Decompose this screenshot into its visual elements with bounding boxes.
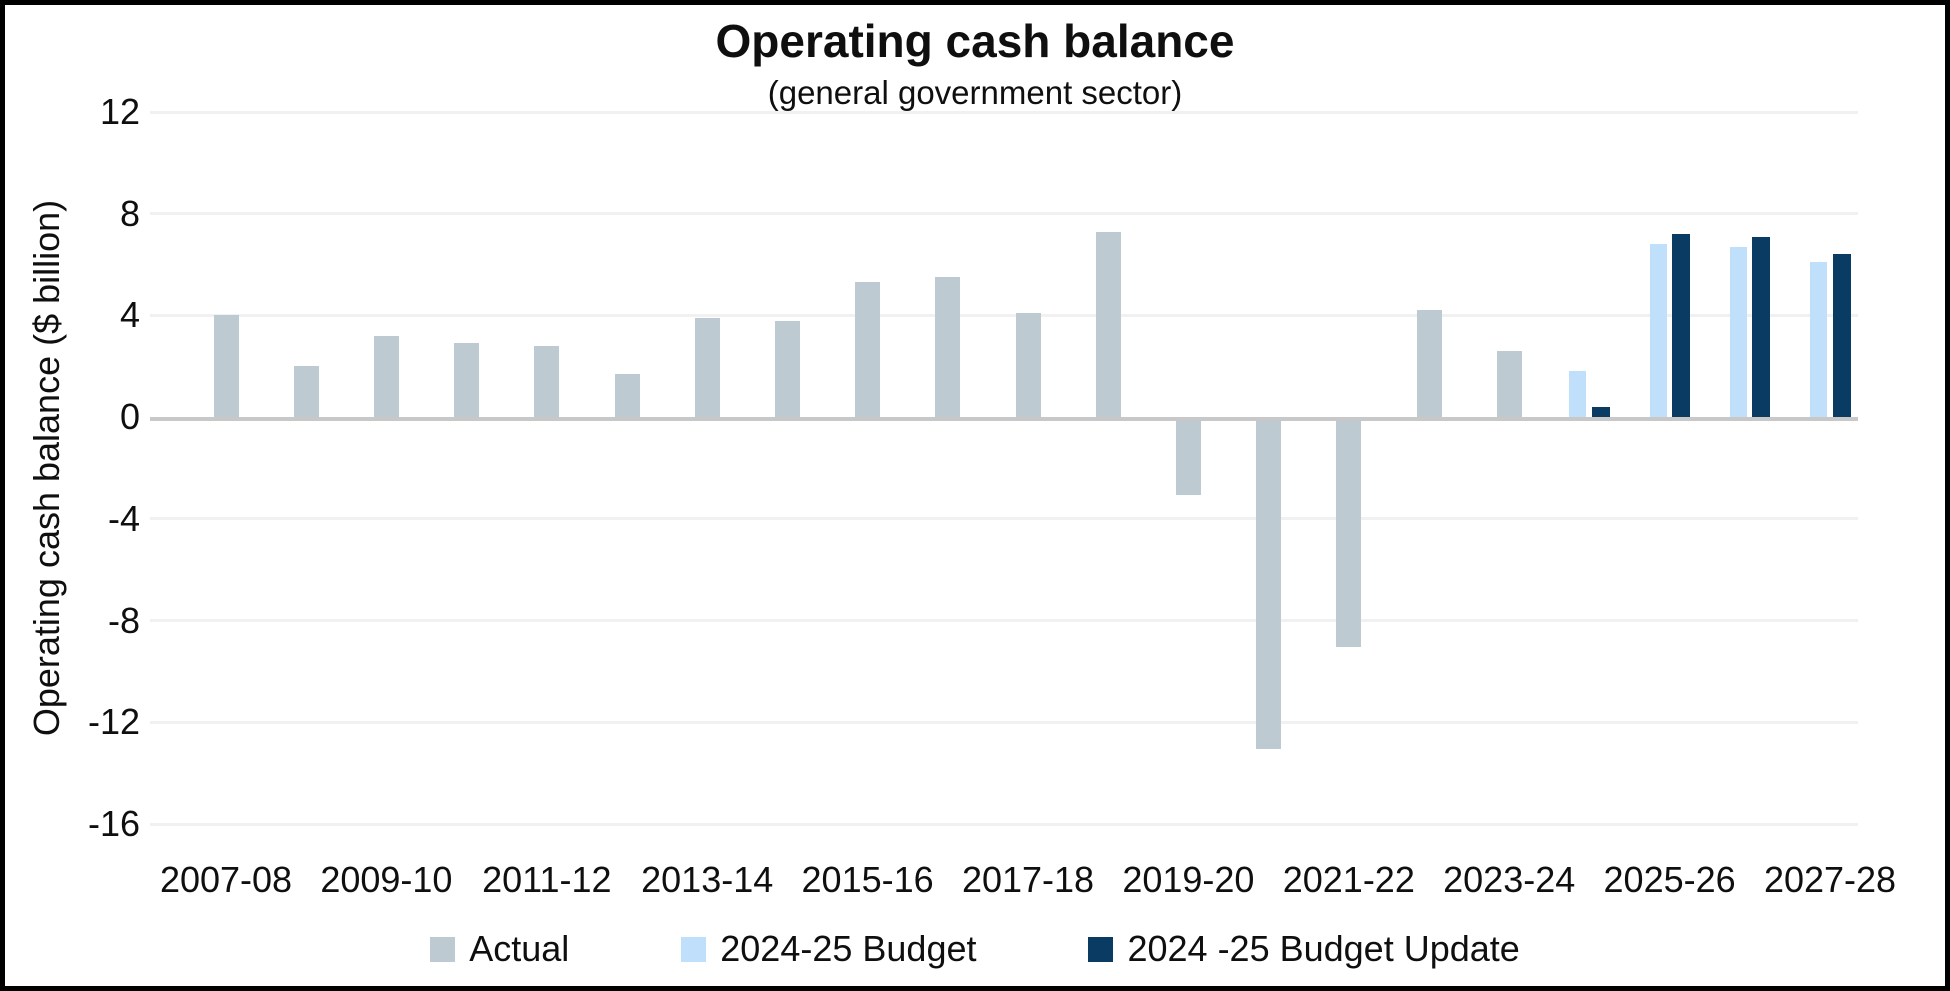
bar-2027-28-2024-25-budget (1810, 262, 1827, 418)
bar-2021-22-actual (1336, 421, 1362, 648)
bar-2011-12-actual (534, 345, 560, 418)
x-tick-label-2009-10: 2009-10 (320, 859, 453, 900)
bar-2016-17-actual (935, 277, 961, 418)
bar-2014-15-actual (774, 320, 800, 418)
bar-2022-23-actual (1416, 310, 1442, 418)
bar-2018-19-actual (1095, 231, 1121, 418)
y-tick-label--4: -4 (107, 497, 140, 539)
gridline--12 (150, 720, 1858, 724)
bar-2009-10-actual (373, 335, 399, 418)
legend: Actual 2024-25 Budget 2024 -25 Budget Up… (0, 924, 1950, 974)
bar-2013-14-actual (694, 317, 720, 418)
x-tick-label-2015-16: 2015-16 (801, 859, 934, 900)
bar-2012-13-actual (614, 373, 640, 418)
bar-2023-24-actual (1496, 351, 1522, 418)
gridline-8 (150, 212, 1858, 216)
bar-2019-20-actual (1175, 421, 1201, 495)
x-tick-label-2013-14: 2013-14 (641, 859, 774, 900)
legend-item-budget-update: 2024 -25 Budget Update (1088, 927, 1520, 971)
y-tick-label-4: 4 (119, 294, 140, 336)
x-axis-tick-labels: 2007-08 2009-10 2011-12 2013-14 2015-16 2017-… (0, 860, 1950, 906)
y-tick-label-12: 12 (99, 91, 140, 132)
x-tick-label-2007-08: 2007-08 (159, 859, 293, 900)
gridline-12 (150, 110, 1858, 114)
bar-2024-25-2024-25-budget-update (1591, 406, 1610, 418)
zero-axis-line (150, 417, 1858, 422)
y-tick-label-0: 0 (119, 396, 140, 438)
y-axis-title: Operating cash balance ($ billion) (26, 199, 67, 737)
legend-item-actual: Actual (430, 927, 569, 971)
bar-2026-27-2024-25-budget-update (1752, 236, 1771, 418)
y-tick-label-8: 8 (119, 192, 140, 234)
bar-2026-27-2024-25-budget (1729, 246, 1747, 418)
y-tick-label--8: -8 (107, 599, 140, 641)
bar-2010-11-actual (454, 343, 480, 418)
gridline--4 (150, 517, 1858, 521)
y-tick-label--16: -16 (87, 803, 140, 844)
legend-swatch-budget (681, 936, 707, 962)
x-tick-label-2017-18: 2017-18 (961, 859, 1095, 900)
legend-label-budget: 2024-25 Budget (720, 928, 977, 969)
bar-2024-25-2024-25-budget (1569, 371, 1587, 418)
bar-2025-26-2024-25-budget (1649, 244, 1667, 418)
chart-title: Operating cash balance (715, 15, 1235, 67)
legend-swatch-budget-update (1088, 936, 1114, 962)
x-tick-label-2025-26: 2025-26 (1603, 859, 1736, 900)
x-tick-label-2019-20: 2019-20 (1122, 859, 1255, 900)
bar-2025-26-2024-25-budget-update (1672, 234, 1691, 418)
gridline-4 (150, 313, 1858, 317)
gridline--8 (150, 619, 1858, 623)
bar-2015-16-actual (855, 282, 881, 418)
bar-2027-28-2024-25-budget-update (1832, 254, 1851, 418)
legend-label-actual: Actual (469, 928, 570, 969)
bar-2017-18-actual (1015, 312, 1041, 418)
legend-swatch-actual (430, 936, 456, 962)
gridline--16 (150, 822, 1858, 826)
chart-subtitle: (general government sector) (767, 74, 1183, 111)
x-tick-label-2027-28: 2027-28 (1763, 859, 1897, 900)
x-tick-label-2011-12: 2011-12 (482, 859, 612, 900)
y-tick-label--12: -12 (87, 701, 140, 743)
bar-2020-21-actual (1256, 421, 1282, 750)
legend-item-budget: 2024-25 Budget (681, 927, 976, 971)
bar-2008-09-actual (293, 366, 319, 418)
bar-2007-08-actual (213, 315, 239, 418)
x-tick-label-2021-22: 2021-22 (1282, 859, 1415, 900)
legend-label-budget-update: 2024 -25 Budget Update (1127, 928, 1520, 969)
x-tick-label-2023-24: 2023-24 (1443, 859, 1576, 900)
